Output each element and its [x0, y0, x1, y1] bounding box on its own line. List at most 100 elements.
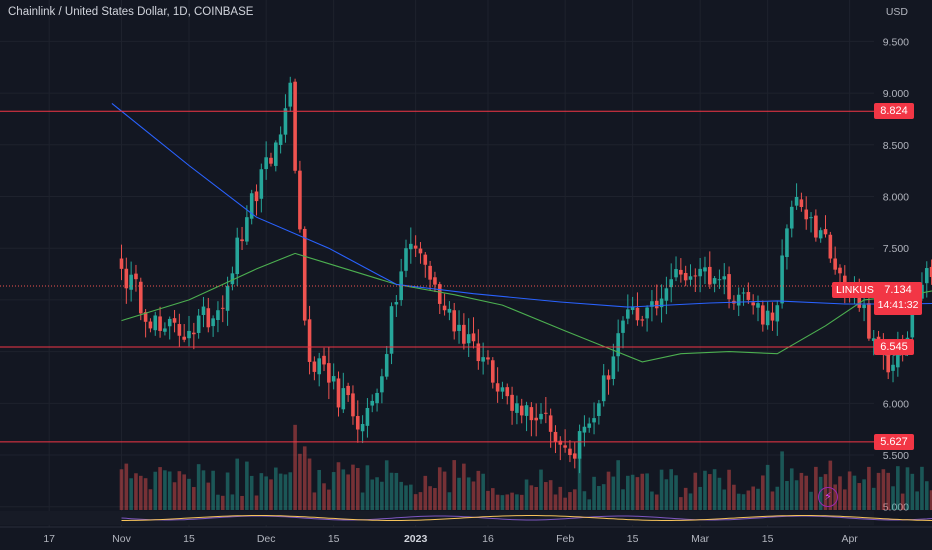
x-tick-label: 17 — [43, 533, 55, 545]
volume-bar — [843, 489, 847, 510]
y-tick-label: 5.000 — [883, 502, 909, 514]
volume-bar — [235, 458, 240, 510]
candle-body — [269, 157, 273, 164]
candle-body — [626, 309, 630, 319]
candle-body — [616, 333, 620, 357]
oscillator-line — [121, 515, 932, 521]
volume-bar — [327, 489, 331, 510]
candle-body — [761, 305, 765, 325]
volume-bar — [220, 495, 225, 510]
volume-bar — [929, 490, 932, 510]
candle-body — [519, 405, 524, 416]
volume-bar — [206, 482, 211, 510]
candle-body — [433, 277, 437, 285]
candle-body — [635, 307, 640, 321]
candle-body — [341, 388, 346, 410]
candle-body — [693, 275, 698, 277]
volume-bar — [423, 475, 428, 510]
candle-body — [838, 267, 842, 274]
volume-bar — [211, 470, 215, 510]
volume-bar — [249, 475, 254, 510]
volume-bar — [727, 469, 731, 510]
candle-body — [871, 338, 876, 342]
volume-bar — [867, 466, 871, 510]
lightning-bolt-icon[interactable]: ⚡ — [818, 487, 838, 507]
volume-bar — [230, 494, 235, 510]
x-tick-label: Feb — [556, 533, 574, 545]
volume-bar — [380, 481, 384, 510]
candle-body — [809, 217, 813, 219]
volume-bar — [539, 469, 543, 510]
candle-body — [823, 229, 828, 235]
candle-body — [886, 353, 890, 373]
candle-body — [910, 300, 915, 338]
volume-bar — [365, 465, 370, 510]
candle-body — [770, 312, 775, 321]
candle-body — [365, 408, 370, 426]
volume-bar — [896, 466, 900, 510]
volume-bar — [172, 482, 177, 510]
volume-bar — [134, 473, 138, 510]
candle-body — [158, 316, 162, 331]
candle-body — [650, 301, 654, 307]
candle-body — [765, 310, 770, 326]
candle-body — [172, 318, 177, 323]
candle-body — [785, 228, 789, 257]
volume-bar — [177, 471, 182, 510]
candle-body — [211, 318, 215, 327]
candle-body — [119, 258, 124, 269]
candle-body — [529, 407, 534, 421]
candle-body — [404, 248, 408, 271]
volume-bar — [341, 469, 346, 510]
volume-bar — [322, 483, 326, 510]
volume-bar — [809, 491, 813, 510]
volume-bar — [187, 478, 191, 510]
candle-body — [336, 378, 341, 408]
candle-body — [423, 254, 428, 265]
volume-bar — [741, 494, 746, 510]
volume-bar — [635, 477, 640, 510]
candle-body — [664, 288, 669, 301]
volume-bar — [158, 467, 162, 510]
candle-body — [148, 321, 153, 329]
oscillator-pane — [0, 511, 874, 525]
candle-body — [659, 298, 664, 308]
volume-bar — [240, 495, 244, 510]
candle-body — [876, 336, 881, 341]
volume-bar — [138, 475, 143, 510]
candle-body — [187, 330, 191, 339]
moving-average-long — [111, 102, 932, 308]
current-price: 7.134 — [884, 284, 912, 296]
candle-body — [481, 357, 485, 362]
x-tick-label: 16 — [482, 533, 494, 545]
candle-body — [302, 228, 307, 321]
volume-bar — [307, 458, 312, 510]
y-tick-label: 8.500 — [883, 140, 909, 152]
candle-body — [654, 300, 659, 309]
candle-body — [201, 306, 206, 315]
volume-bar — [785, 481, 789, 510]
candle-body — [924, 268, 929, 284]
volume-bar — [572, 489, 577, 510]
x-tick-label: Nov — [112, 533, 131, 545]
candle-body — [138, 281, 143, 314]
moving-average-short — [121, 252, 932, 363]
volume-bar — [698, 486, 702, 510]
volume-bar — [563, 497, 567, 510]
x-tick-label: 15 — [328, 533, 340, 545]
oscillator-signal — [121, 515, 932, 521]
candle-body — [457, 324, 461, 331]
candle-body — [466, 334, 471, 344]
volume-bar — [182, 474, 186, 510]
candle-body — [712, 278, 717, 284]
volume-bar — [621, 489, 625, 510]
candle-body — [192, 332, 196, 335]
volume-bar — [245, 461, 249, 510]
candle-body — [216, 310, 220, 320]
volume-bar — [259, 473, 264, 510]
candle-body — [669, 279, 674, 288]
volume-bar — [915, 491, 919, 510]
candle-body — [307, 319, 312, 362]
volume-bar — [924, 481, 929, 510]
